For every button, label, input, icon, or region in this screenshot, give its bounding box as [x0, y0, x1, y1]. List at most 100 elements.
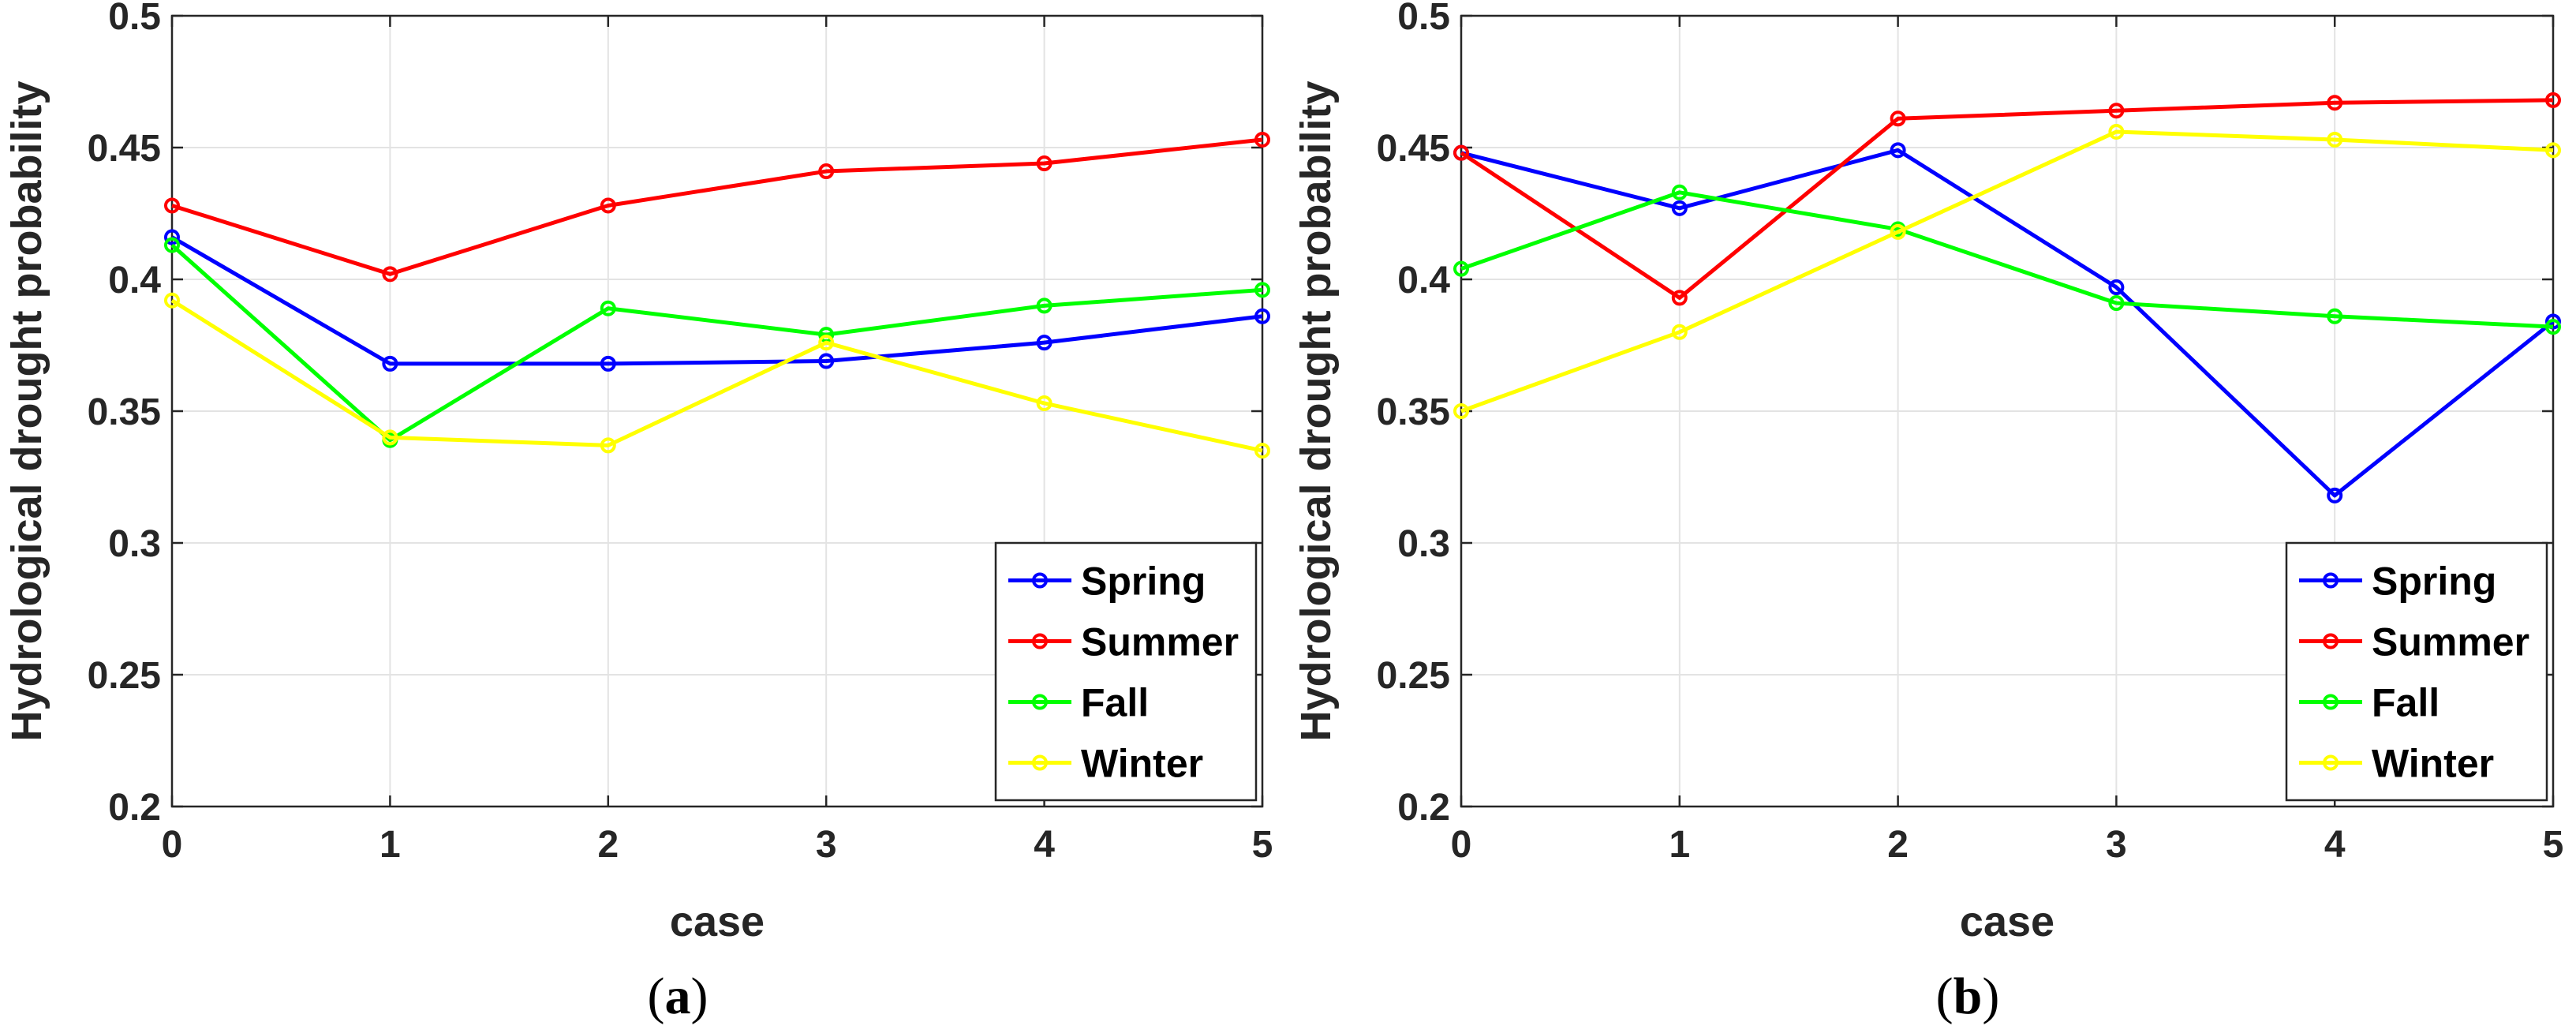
series-summer	[164, 131, 1270, 283]
y-tick-label: 0.4	[108, 260, 161, 301]
x-tick-label: 4	[2324, 824, 2346, 866]
legend-marker-summer	[1032, 633, 1048, 649]
series-line-winter	[1460, 129, 2554, 414]
data-point-spring	[600, 355, 616, 372]
x-tick-label: 2	[597, 824, 619, 866]
legend-label-summer: Summer	[2372, 620, 2529, 664]
data-point-fall	[1453, 260, 1469, 277]
series-line-spring	[1460, 148, 2555, 498]
data-point-fall	[1671, 184, 1688, 200]
legend-marker-summer	[2323, 633, 2339, 649]
x-tick-label: 5	[2543, 824, 2564, 866]
y-tick-label: 0.2	[1397, 787, 1450, 829]
caption-close-paren: )	[691, 968, 708, 1025]
data-point-fall	[1254, 282, 1270, 298]
data-point-summer	[1036, 155, 1052, 172]
legend-label-winter: Winter	[2372, 742, 2494, 786]
data-point-fall	[2545, 319, 2561, 335]
series-winter	[1453, 123, 2561, 419]
legend-marker-fall	[1032, 694, 1048, 710]
legend-marker-winter	[1032, 754, 1048, 771]
series-line-summer	[1460, 98, 2554, 300]
x-axis-label: case	[670, 898, 765, 945]
x-tick-label: 2	[1887, 824, 1909, 866]
y-tick-label: 0.2	[108, 787, 161, 829]
data-point-fall	[600, 300, 616, 316]
y-tick-label: 0.35	[1377, 391, 1450, 433]
data-point-winter	[1453, 403, 1469, 419]
series-line-summer	[171, 137, 1263, 276]
x-tick-label: 1	[1669, 824, 1690, 866]
data-point-summer	[1453, 144, 1469, 161]
data-point-summer	[382, 266, 398, 283]
x-tick-label: 3	[2106, 824, 2127, 866]
caption-open-paren: (	[648, 968, 665, 1025]
legend-label-winter: Winter	[1081, 742, 1203, 786]
y-tick-label: 0.45	[88, 128, 161, 170]
legend-label-fall: Fall	[2372, 681, 2440, 725]
series-line-fall	[1460, 190, 2554, 329]
panel-caption: (b)	[1936, 968, 2000, 1025]
data-point-winter	[164, 292, 180, 309]
data-point-spring	[1036, 335, 1052, 351]
legend: Spring Summer Fall Winter	[2285, 541, 2548, 802]
legend-marker-spring	[1032, 572, 1048, 589]
y-tick-label: 0.35	[88, 391, 161, 433]
legend-marker-spring	[2323, 572, 2339, 589]
chart-panel-1: 0 1 2 3 4 5 0.2 0.25 0.3 0.35 0.4 0.45 0.5 case Hydrol…	[3, 0, 1273, 1025]
data-point-spring	[382, 355, 398, 372]
y-tick-label: 0.4	[1397, 260, 1450, 301]
data-point-spring	[2108, 279, 2125, 296]
legend-marker-winter	[2323, 754, 2339, 771]
y-tick-label: 0.3	[1397, 523, 1450, 565]
data-point-winter	[2545, 142, 2561, 159]
data-point-summer	[2327, 95, 2343, 111]
data-point-winter	[1036, 395, 1052, 411]
x-tick-label: 5	[1252, 824, 1273, 866]
legend-label-spring: Spring	[1081, 560, 1206, 604]
y-tick-label: 0.5	[1397, 0, 1450, 38]
y-axis-label: Hydrological drought probability	[1292, 81, 1340, 742]
series-line-spring	[170, 235, 1263, 366]
y-tick-label: 0.5	[108, 0, 161, 38]
series-line-fall	[170, 243, 1263, 443]
data-point-winter	[818, 335, 835, 351]
data-point-winter	[1890, 223, 1906, 240]
legend-marker-fall	[2323, 694, 2339, 710]
data-point-spring	[1671, 200, 1688, 216]
data-point-fall	[164, 237, 180, 253]
caption-letter: a	[665, 968, 691, 1025]
series-summer	[1453, 92, 2561, 306]
caption-open-paren: (	[1936, 968, 1953, 1025]
x-axis-label: case	[1960, 898, 2054, 945]
legend-label-fall: Fall	[1081, 681, 1149, 725]
data-point-summer	[1254, 131, 1270, 148]
data-point-winter	[1671, 324, 1688, 340]
x-tick-label: 0	[162, 824, 183, 866]
data-point-spring	[1254, 308, 1270, 324]
data-point-summer	[164, 197, 180, 214]
y-tick-label: 0.3	[108, 523, 161, 565]
data-point-fall	[1036, 298, 1052, 314]
data-point-winter	[600, 437, 616, 454]
x-tick-label: 3	[816, 824, 837, 866]
data-point-spring	[164, 229, 180, 245]
series-winter	[164, 292, 1270, 459]
data-point-winter	[1254, 443, 1270, 459]
series-spring	[164, 229, 1270, 372]
data-point-summer	[818, 163, 835, 180]
series-line-winter	[170, 298, 1263, 453]
data-point-summer	[2545, 92, 2561, 108]
y-axis-label: Hydrological drought probability	[3, 81, 50, 742]
caption-close-paren: )	[1982, 968, 1999, 1025]
data-point-summer	[1671, 290, 1688, 306]
panel-caption: (a)	[648, 968, 708, 1025]
data-point-spring	[1890, 142, 1906, 159]
y-tick-label: 0.25	[1377, 655, 1450, 697]
data-point-fall	[2327, 308, 2343, 324]
data-point-winter	[2327, 131, 2343, 148]
chart-panel-2: 0 1 2 3 4 5 0.2 0.25 0.3 0.35 0.4 0.45 0.5 case Hydrol…	[1292, 0, 2563, 1025]
data-point-winter	[382, 429, 398, 446]
data-point-spring	[818, 353, 835, 369]
